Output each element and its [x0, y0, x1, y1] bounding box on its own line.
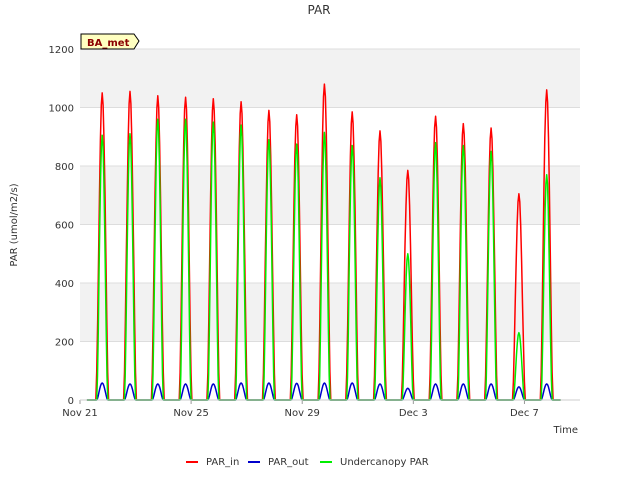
x-tick-label: Dec 3	[399, 408, 428, 419]
chart-title: PAR	[307, 3, 330, 17]
y-tick-label: 1200	[49, 45, 74, 56]
station-badge-shape	[80, 33, 140, 50]
series-line-par-out	[86, 382, 561, 401]
x-axis-ticks: Nov 21 Nov 25 Nov 29 Dec 3 Dec 7	[62, 399, 580, 419]
x-tick-label: Dec 7	[510, 408, 539, 419]
legend: PAR_in PAR_out Undercanopy PAR	[186, 457, 429, 468]
background-band	[80, 283, 580, 342]
x-tick-label: Nov 21	[62, 408, 97, 419]
background-band	[80, 49, 580, 108]
y-axis-ticks: 0 200 400 600 800 1000 1200	[49, 45, 74, 407]
legend-label: PAR_out	[268, 457, 309, 468]
y-tick-label: 0	[68, 396, 74, 407]
x-tick-label: Nov 25	[173, 408, 208, 419]
station-badge: BA_met	[80, 33, 140, 50]
y-tick-label: 1000	[49, 104, 74, 115]
legend-label: PAR_in	[206, 457, 239, 468]
station-badge-label: BA_met	[87, 38, 130, 49]
background-band	[80, 166, 580, 225]
x-axis-title: Time	[553, 425, 578, 436]
x-tick-label: Nov 29	[285, 408, 320, 419]
legend-label: Undercanopy PAR	[340, 457, 429, 468]
series-lines	[86, 83, 561, 401]
y-tick-label: 800	[55, 162, 74, 173]
y-axis-title: PAR (umol/m2/s)	[9, 183, 20, 266]
series-line-undercanopy-par	[86, 118, 561, 401]
y-tick-label: 200	[55, 338, 74, 349]
y-tick-label: 400	[55, 279, 74, 290]
y-tick-label: 600	[55, 221, 74, 232]
